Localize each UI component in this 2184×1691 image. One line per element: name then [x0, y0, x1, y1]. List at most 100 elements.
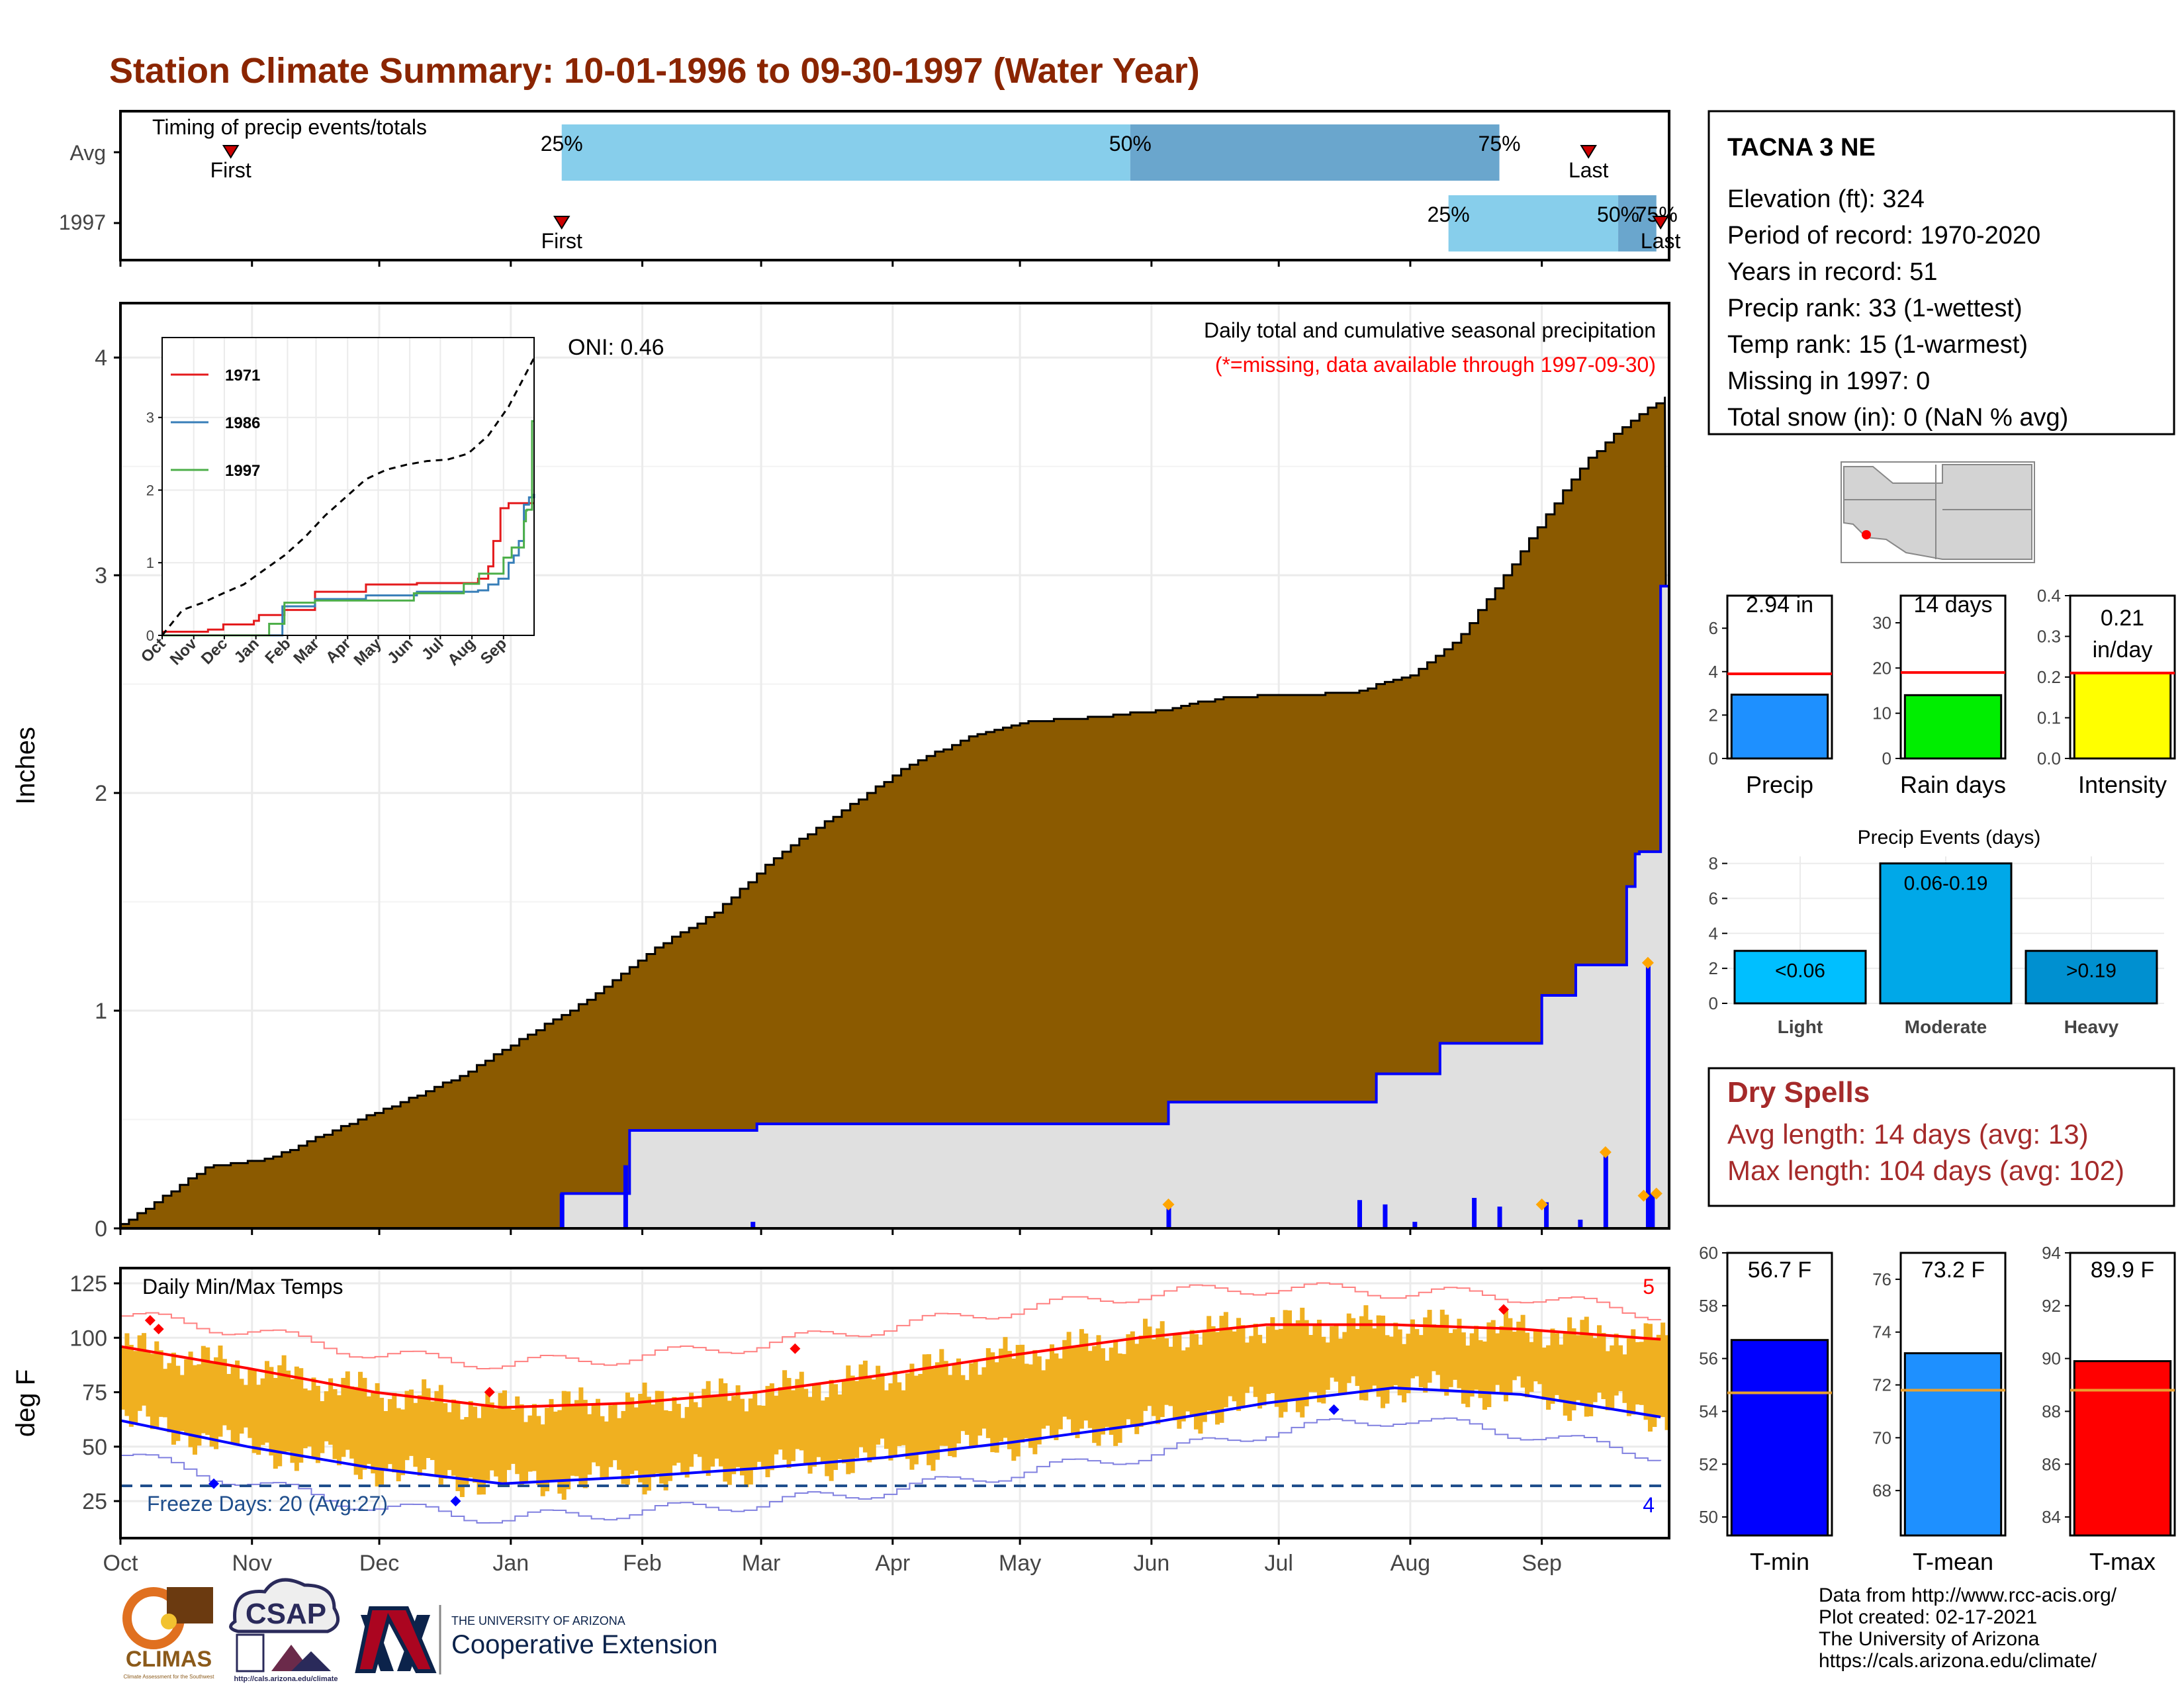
timing-row-avg-label: Avg: [69, 141, 106, 165]
precip-header: Daily total and cumulative seasonal prec…: [1204, 318, 1656, 342]
inset-y-tick-label: 3: [146, 410, 154, 426]
summary-rain-days-y-tick-label: 0: [1882, 749, 1891, 768]
daily-temp-bar: [218, 1346, 223, 1437]
daily-temp-bar: [510, 1409, 516, 1464]
dry-spells-title: Dry Spells: [1727, 1076, 1870, 1109]
daily-temp-bar: [888, 1383, 893, 1461]
daily-temp-bar: [1439, 1309, 1445, 1390]
daily-temp-bar: [1189, 1330, 1195, 1416]
daily-temp-bar: [596, 1398, 601, 1467]
daily-temp-bar: [761, 1405, 766, 1469]
daily-temp-bar: [1181, 1350, 1186, 1422]
precip-event-marker: [1599, 1146, 1612, 1158]
precip-y-tick-label: 3: [95, 563, 107, 588]
daily-temp-bar: [931, 1368, 936, 1471]
daily-temp-bar: [1541, 1348, 1547, 1400]
min-record-count: 4: [1643, 1493, 1655, 1517]
daily-temp-bar: [803, 1389, 809, 1465]
daily-temp-bar: [142, 1333, 147, 1406]
daily-temp-bar: [638, 1393, 643, 1483]
daily-temp-bar: [146, 1351, 151, 1417]
daily-temp-bar: [934, 1362, 940, 1460]
daily-temp-bar: [1656, 1334, 1661, 1416]
daily-temp-bar: [1210, 1326, 1216, 1414]
daily-temp-bar: [1261, 1343, 1267, 1406]
daily-temp-bar: [740, 1398, 745, 1476]
daily-temp-bar: [1100, 1348, 1105, 1435]
precip-y-tick-label: 0: [95, 1216, 107, 1242]
timing-marker-last: [1580, 145, 1597, 159]
daily-temp-bar: [655, 1391, 660, 1474]
page-title: Station Climate Summary: 10-01-1996 to 0…: [109, 51, 1200, 91]
daily-temp-bar: [426, 1388, 431, 1459]
daily-temp-bar: [608, 1405, 614, 1467]
daily-temp-bar: [1453, 1329, 1458, 1380]
daily-temp-bar: [689, 1393, 694, 1467]
month-tick-label-apr: Apr: [875, 1551, 910, 1576]
daily-temp-bar: [137, 1335, 142, 1411]
summary-intensity-y-tick-label: 0.1: [2037, 708, 2061, 728]
daily-temp-bar: [566, 1391, 571, 1490]
precip-panel: 0 1 2 3 4 Inches Daily total and cumulative …: [11, 302, 1670, 1242]
daily-temp-bar: [1036, 1356, 1042, 1445]
daily-temp-bar: [1321, 1336, 1326, 1404]
daily-temp-bar: [642, 1383, 647, 1494]
daily-temp-bar: [1508, 1318, 1513, 1395]
daily-temp-bar: [1482, 1341, 1487, 1410]
daily-temp-bar: [1236, 1318, 1242, 1411]
daily-temp-bar: [515, 1396, 520, 1475]
daily-temp-bar: [341, 1377, 346, 1457]
climas-logo-text: CLIMAS: [126, 1647, 212, 1672]
daily-temp-bar: [672, 1396, 677, 1466]
events-category-heavy: Heavy: [2064, 1017, 2119, 1037]
daily-temp-bar: [1287, 1310, 1293, 1400]
daily-temp-bar: [1342, 1332, 1347, 1395]
temp-t-max-y-tick-label: 86: [2042, 1454, 2061, 1474]
daily-temp-bar: [816, 1383, 821, 1457]
station-info-box: TACNA 3 NE Elevation (ft): 324 Period of…: [1707, 110, 2175, 435]
daily-temp-bar: [311, 1377, 316, 1458]
daily-temp-bar: [829, 1379, 834, 1481]
month-tick-label-oct: Oct: [103, 1551, 138, 1576]
daily-precip-bar: [1357, 1200, 1362, 1228]
daily-precip-bar: [1497, 1207, 1502, 1228]
month-tick-label-jun: Jun: [1133, 1551, 1169, 1576]
record-max-marker: [790, 1343, 801, 1354]
daily-temp-bar: [981, 1367, 987, 1429]
daily-temp-bar: [858, 1364, 864, 1447]
daily-temp-bar: [1601, 1332, 1606, 1399]
daily-temp-bar: [1588, 1335, 1594, 1416]
daily-temp-bar: [158, 1350, 163, 1417]
csap-logo: CSAP http://cals.arizona.edu/climate: [229, 1578, 340, 1683]
daily-temp-bar: [362, 1377, 367, 1470]
daily-temp-bar: [676, 1404, 681, 1463]
daily-temp-bar: [702, 1389, 707, 1471]
daily-temp-bar: [1130, 1331, 1135, 1427]
summary-intensity-value-unit: in/day: [2093, 637, 2153, 663]
daily-temp-bar: [680, 1418, 686, 1473]
daily-temp-bar: [264, 1361, 269, 1443]
daily-temp-bar: [124, 1333, 130, 1416]
events-category-light: Light: [1778, 1017, 1823, 1037]
summary-rain-days-y-tick-label: 10: [1872, 704, 1891, 723]
daily-temp-bar: [1198, 1344, 1203, 1434]
daily-temp-bar: [438, 1385, 443, 1485]
daily-temp-bar: [1164, 1338, 1169, 1405]
summary-precip-title: Precip: [1746, 771, 1813, 798]
daily-temp-bar: [1185, 1347, 1191, 1412]
daily-temp-bar: [1512, 1332, 1517, 1381]
daily-temp-bar: [1351, 1318, 1356, 1377]
daily-temp-bar: [884, 1390, 889, 1449]
daily-temp-bar: [820, 1400, 825, 1462]
events-bar-moderate: [1879, 862, 2013, 1005]
daily-temp-bar: [1575, 1335, 1580, 1400]
daily-temp-bar: [1537, 1330, 1543, 1385]
daily-temp-bar: [1193, 1334, 1199, 1430]
daily-temp-bar: [617, 1418, 622, 1470]
daily-temp-bar: [1418, 1335, 1424, 1387]
daily-temp-bar: [973, 1361, 978, 1448]
daily-temp-bar: [612, 1404, 617, 1461]
daily-temp-bar: [943, 1361, 948, 1446]
temp-t-min-y-tick-label: 56: [1699, 1349, 1718, 1369]
daily-temp-bar: [523, 1422, 529, 1483]
